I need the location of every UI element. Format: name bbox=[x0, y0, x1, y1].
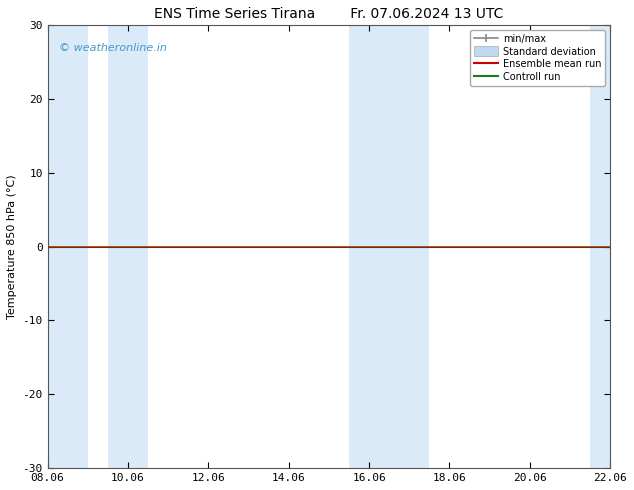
Title: ENS Time Series Tirana        Fr. 07.06.2024 13 UTC: ENS Time Series Tirana Fr. 07.06.2024 13… bbox=[154, 7, 503, 21]
Bar bbox=[590, 25, 610, 468]
Legend: min/max, Standard deviation, Ensemble mean run, Controll run: min/max, Standard deviation, Ensemble me… bbox=[470, 30, 605, 86]
Bar bbox=[48, 25, 87, 468]
Text: © weatheronline.in: © weatheronline.in bbox=[59, 43, 167, 52]
Bar bbox=[108, 25, 148, 468]
Bar bbox=[349, 25, 429, 468]
Y-axis label: Temperature 850 hPa (°C): Temperature 850 hPa (°C) bbox=[7, 174, 17, 319]
